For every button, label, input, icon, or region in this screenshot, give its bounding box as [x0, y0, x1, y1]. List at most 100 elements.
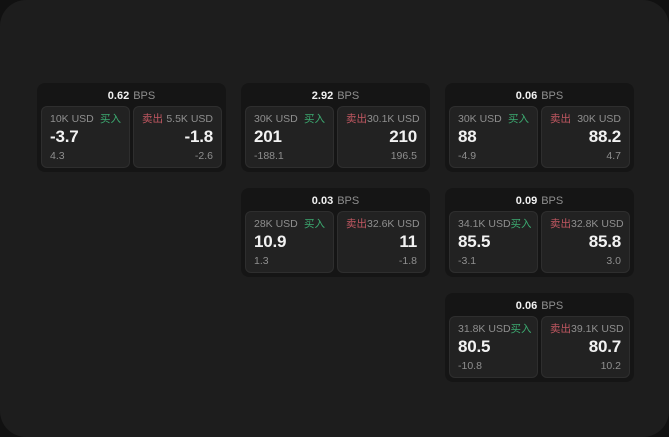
quote-card: 0.03 BPS 28K USD 买入 10.9 1.3 卖出 32.6K US… — [241, 188, 430, 277]
buy-tile-top: 30K USD 买入 — [254, 113, 325, 125]
sell-price: 210 — [389, 127, 417, 146]
buy-tile-top: 34.1K USD 买入 — [458, 218, 532, 230]
buy-side-badge: 买入 — [100, 113, 121, 125]
bps-header: 2.92 BPS — [245, 87, 426, 106]
sell-price: 85.8 — [588, 232, 621, 251]
bps-value: 0.03 — [311, 195, 334, 207]
quote-card: 0.06 BPS 30K USD 买入 88 -4.9 卖出 30K USD 8… — [445, 83, 634, 172]
sell-delta: -2.6 — [194, 150, 213, 162]
bps-value: 0.09 — [515, 195, 538, 207]
sell-delta: 196.5 — [390, 150, 417, 162]
buy-quote-tile[interactable]: 34.1K USD 买入 85.5 -3.1 — [449, 211, 538, 273]
quote-tiles: 28K USD 买入 10.9 1.3 卖出 32.6K USD 11 -1.8 — [245, 211, 426, 273]
buy-amount: 10K USD — [50, 113, 94, 125]
quote-card: 2.92 BPS 30K USD 买入 201 -188.1 卖出 30.1K … — [241, 83, 430, 172]
sell-quote-tile[interactable]: 卖出 30.1K USD 210 196.5 — [337, 106, 426, 168]
bps-suffix-label: BPS — [337, 195, 360, 207]
quote-card: 0.06 BPS 31.8K USD 买入 80.5 -10.8 卖出 39.1… — [445, 293, 634, 382]
quote-card: 0.62 BPS 10K USD 买入 -3.7 4.3 卖出 5.5K USD… — [37, 83, 226, 172]
bps-header: 0.06 BPS — [449, 87, 630, 106]
sell-quote-tile[interactable]: 卖出 30K USD 88.2 4.7 — [541, 106, 630, 168]
quote-tiles: 30K USD 买入 88 -4.9 卖出 30K USD 88.2 4.7 — [449, 106, 630, 168]
buy-price: 88 — [458, 127, 477, 146]
buy-price: 80.5 — [458, 337, 491, 356]
sell-tile-top: 卖出 30K USD — [550, 113, 621, 125]
buy-quote-tile[interactable]: 10K USD 买入 -3.7 4.3 — [41, 106, 130, 168]
buy-price: 201 — [254, 127, 282, 146]
buy-quote-tile[interactable]: 30K USD 买入 88 -4.9 — [449, 106, 538, 168]
buy-amount: 28K USD — [254, 218, 298, 230]
sell-side-badge: 卖出 — [142, 113, 163, 125]
sell-price: 11 — [399, 232, 417, 251]
bps-suffix-label: BPS — [541, 90, 564, 102]
buy-delta: -4.9 — [458, 150, 477, 162]
sell-amount: 39.1K USD — [571, 323, 624, 335]
bps-header: 0.62 BPS — [41, 87, 222, 106]
buy-delta: -3.1 — [458, 255, 477, 267]
buy-side-badge: 买入 — [510, 218, 532, 230]
buy-amount: 30K USD — [254, 113, 298, 125]
sell-tile-top: 卖出 32.6K USD — [346, 218, 420, 230]
buy-side-badge: 买入 — [510, 323, 532, 335]
buy-amount: 31.8K USD — [458, 323, 511, 335]
sell-amount: 30K USD — [577, 113, 621, 125]
sell-amount: 32.8K USD — [571, 218, 624, 230]
sell-quote-tile[interactable]: 卖出 32.8K USD 85.8 3.0 — [541, 211, 630, 273]
sell-quote-tile[interactable]: 卖出 32.6K USD 11 -1.8 — [337, 211, 426, 273]
bps-header: 0.09 BPS — [449, 192, 630, 211]
sell-quote-tile[interactable]: 卖出 39.1K USD 80.7 10.2 — [541, 316, 630, 378]
sell-amount: 5.5K USD — [166, 113, 213, 125]
sell-side-badge: 卖出 — [346, 218, 367, 230]
sell-tile-top: 卖出 39.1K USD — [550, 323, 624, 335]
sell-tile-top: 卖出 30.1K USD — [346, 113, 420, 125]
bps-header: 0.03 BPS — [245, 192, 426, 211]
buy-side-badge: 买入 — [508, 113, 529, 125]
buy-amount: 34.1K USD — [458, 218, 511, 230]
buy-price: -3.7 — [50, 127, 79, 146]
bps-value: 0.06 — [515, 90, 538, 102]
bps-suffix-label: BPS — [541, 195, 564, 207]
quote-tiles: 10K USD 买入 -3.7 4.3 卖出 5.5K USD -1.8 -2.… — [41, 106, 222, 168]
buy-side-badge: 买入 — [304, 218, 325, 230]
sell-quote-tile[interactable]: 卖出 5.5K USD -1.8 -2.6 — [133, 106, 222, 168]
bps-suffix-label: BPS — [541, 300, 564, 312]
sell-delta: 4.7 — [606, 150, 621, 162]
sell-delta: -1.8 — [398, 255, 417, 267]
buy-amount: 30K USD — [458, 113, 502, 125]
buy-price: 85.5 — [458, 232, 491, 251]
buy-tile-top: 28K USD 买入 — [254, 218, 325, 230]
buy-price: 10.9 — [254, 232, 287, 251]
buy-quote-tile[interactable]: 30K USD 买入 201 -188.1 — [245, 106, 334, 168]
buy-delta: -10.8 — [458, 360, 482, 372]
sell-price: 88.2 — [588, 127, 621, 146]
sell-side-badge: 卖出 — [550, 323, 571, 335]
buy-quote-tile[interactable]: 28K USD 买入 10.9 1.3 — [245, 211, 334, 273]
buy-delta: 1.3 — [254, 255, 269, 267]
bps-header: 0.06 BPS — [449, 297, 630, 316]
sell-delta: 3.0 — [606, 255, 621, 267]
sell-side-badge: 卖出 — [550, 113, 571, 125]
quote-tiles: 30K USD 买入 201 -188.1 卖出 30.1K USD 210 1… — [245, 106, 426, 168]
bps-suffix-label: BPS — [133, 90, 156, 102]
sell-side-badge: 卖出 — [346, 113, 367, 125]
bps-value: 2.92 — [311, 90, 334, 102]
buy-tile-top: 30K USD 买入 — [458, 113, 529, 125]
buy-tile-top: 31.8K USD 买入 — [458, 323, 532, 335]
sell-amount: 30.1K USD — [367, 113, 420, 125]
sell-side-badge: 卖出 — [550, 218, 571, 230]
buy-delta: -188.1 — [254, 150, 284, 162]
sell-tile-top: 卖出 32.8K USD — [550, 218, 624, 230]
sell-delta: 10.2 — [600, 360, 621, 372]
sell-amount: 32.6K USD — [367, 218, 420, 230]
buy-tile-top: 10K USD 买入 — [50, 113, 121, 125]
sell-price: 80.7 — [588, 337, 621, 356]
buy-quote-tile[interactable]: 31.8K USD 买入 80.5 -10.8 — [449, 316, 538, 378]
quote-tiles: 31.8K USD 买入 80.5 -10.8 卖出 39.1K USD 80.… — [449, 316, 630, 378]
bps-value: 0.06 — [515, 300, 538, 312]
bps-suffix-label: BPS — [337, 90, 360, 102]
quote-tiles: 34.1K USD 买入 85.5 -3.1 卖出 32.8K USD 85.8… — [449, 211, 630, 273]
quote-card: 0.09 BPS 34.1K USD 买入 85.5 -3.1 卖出 32.8K… — [445, 188, 634, 277]
buy-side-badge: 买入 — [304, 113, 325, 125]
sell-tile-top: 卖出 5.5K USD — [142, 113, 213, 125]
buy-delta: 4.3 — [50, 150, 65, 162]
